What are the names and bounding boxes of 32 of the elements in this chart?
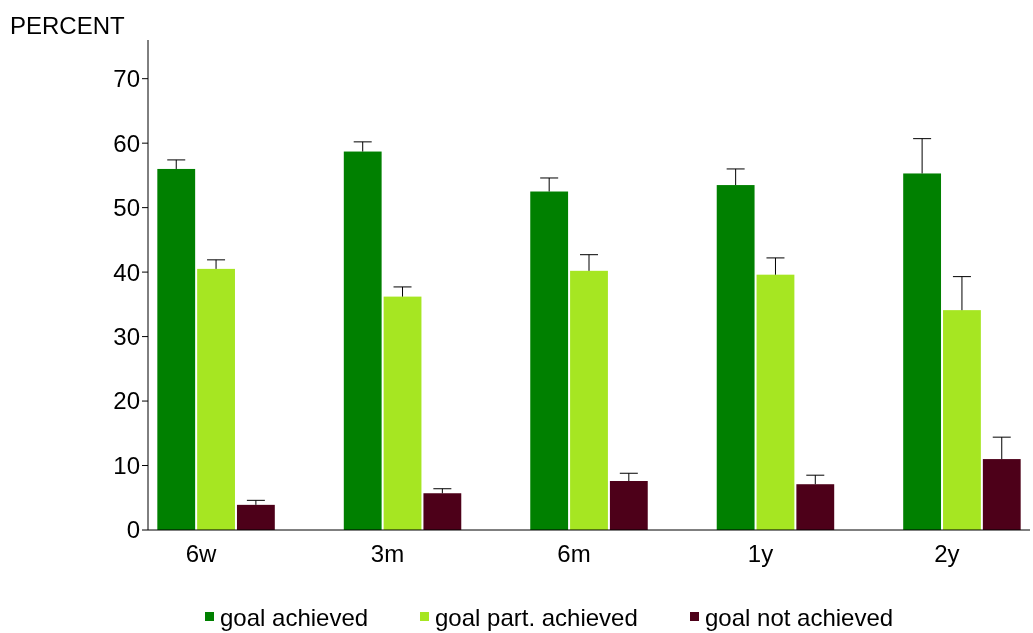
bar bbox=[903, 173, 942, 530]
x-tick-label: 3m bbox=[370, 540, 405, 567]
bar bbox=[343, 151, 382, 530]
bar bbox=[157, 168, 196, 530]
bar bbox=[609, 481, 648, 530]
legend-label: goal achieved bbox=[220, 604, 369, 631]
x-tick-label: 6m bbox=[557, 540, 591, 567]
bar bbox=[423, 493, 462, 530]
y-tick-label: 0 bbox=[126, 516, 140, 544]
bar bbox=[570, 270, 608, 530]
y-tick-label: 70 bbox=[113, 65, 140, 93]
x-tick-label: 6w bbox=[185, 540, 218, 567]
y-tick-label: 60 bbox=[113, 129, 140, 157]
bar bbox=[982, 459, 1021, 530]
bar bbox=[943, 310, 981, 530]
bar bbox=[236, 504, 275, 530]
bar bbox=[383, 296, 422, 530]
y-tick-label: 10 bbox=[113, 451, 140, 479]
bar bbox=[197, 268, 235, 530]
bar bbox=[756, 274, 795, 530]
y-tick-label: 40 bbox=[113, 258, 140, 286]
y-tick-label: 30 bbox=[113, 322, 140, 350]
x-tick-label: 1y bbox=[747, 540, 774, 567]
legend-label: goal not achieved bbox=[705, 604, 894, 631]
legend-label: goal part. achieved bbox=[435, 604, 638, 631]
y-tick-label: 50 bbox=[113, 194, 140, 222]
bar bbox=[796, 484, 835, 530]
x-tick-label: 2y bbox=[934, 540, 960, 567]
y-tick-label: 20 bbox=[113, 387, 140, 415]
bar bbox=[530, 191, 569, 530]
bar bbox=[716, 185, 755, 530]
y-axis-title: PERCENT bbox=[10, 12, 126, 39]
